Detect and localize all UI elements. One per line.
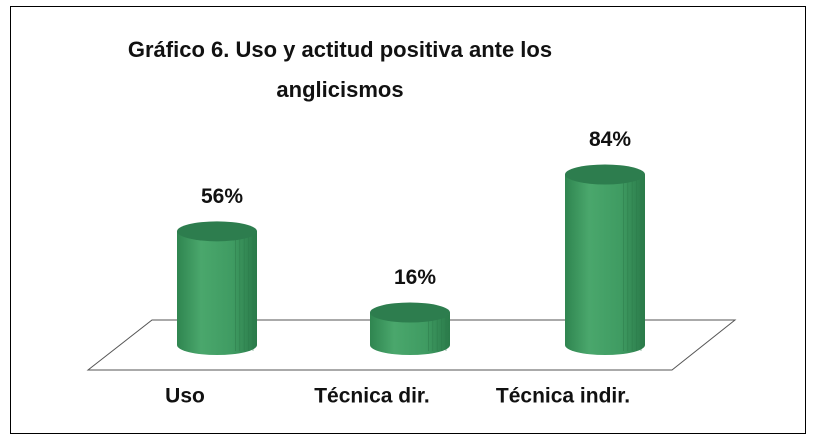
cylinder-body [565, 174, 645, 355]
cylinder-top [565, 164, 645, 185]
value-label: 16% [394, 266, 436, 289]
value-label: 56% [201, 185, 243, 208]
cylinder-top [370, 302, 450, 323]
x-tick-label: Técnica indir. [496, 385, 630, 408]
value-label: 84% [589, 128, 631, 151]
x-tick-label: Técnica dir. [314, 385, 430, 408]
frame [10, 6, 806, 434]
cylinder-body [177, 231, 257, 355]
chart-title: Gráfico 6. Uso y actitud positiva ante l… [127, 37, 553, 102]
cylinder-top [177, 221, 257, 242]
floor [86, 319, 737, 371]
cylinder-body [370, 312, 450, 355]
x-tick-label: Uso [165, 385, 205, 408]
